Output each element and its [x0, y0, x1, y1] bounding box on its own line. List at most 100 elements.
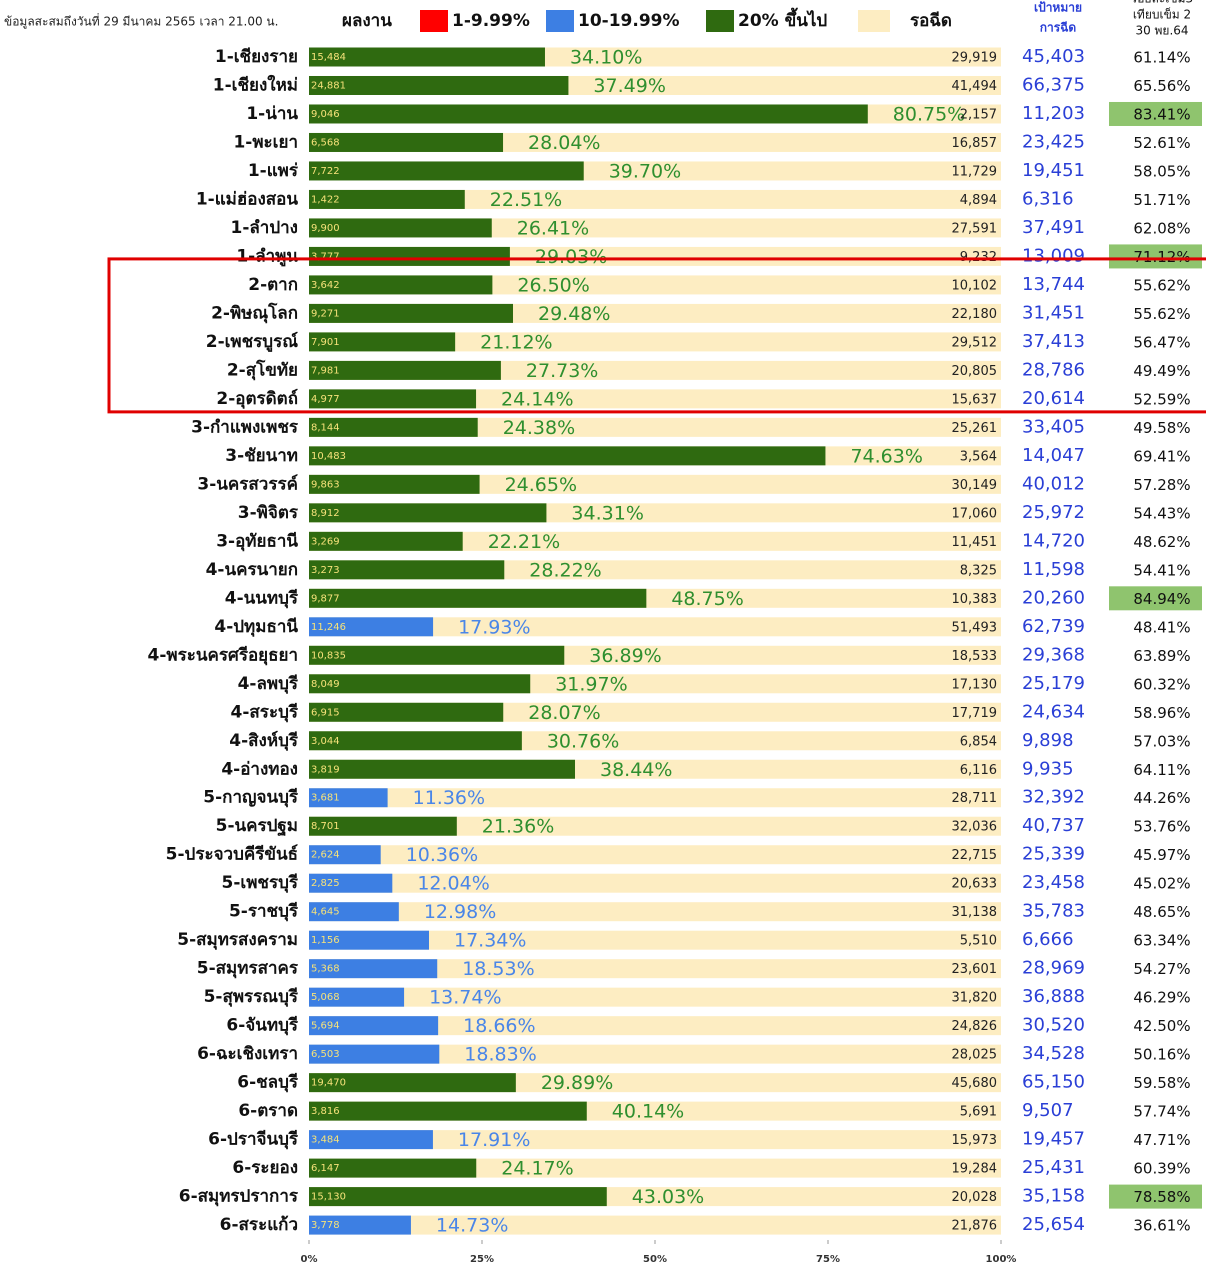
column-header: การฉีด	[1040, 21, 1077, 35]
bar	[309, 1187, 607, 1207]
bar-count: 3,044	[311, 736, 340, 747]
target-value: 33,405	[1022, 416, 1085, 437]
bar	[309, 1158, 477, 1178]
column-header: เป้าหมาย	[1034, 1, 1082, 15]
target-value: 30,520	[1022, 1015, 1085, 1036]
remaining-count: 3,564	[960, 449, 997, 464]
remaining-count: 27,591	[952, 221, 998, 236]
bar-count: 3,681	[311, 793, 340, 804]
coverage-value: 69.41%	[1133, 447, 1190, 465]
target-value: 20,260	[1022, 587, 1085, 608]
bar	[309, 132, 504, 152]
bar	[309, 1101, 587, 1121]
subtitle: ข้อมูลสะสมถึงวันที่ 29 มีนาคม 2565 เวลา …	[4, 13, 278, 30]
value-label: 36.89%	[589, 645, 661, 667]
category-label: 1-เชียงราย	[215, 46, 298, 67]
bar	[309, 759, 576, 779]
remaining-track	[309, 930, 1001, 950]
value-label: 24.38%	[503, 417, 575, 439]
bar	[309, 816, 457, 836]
category-label: 5-นครปฐม	[216, 816, 298, 837]
category-label: 6-ระยอง	[232, 1158, 298, 1178]
category-label: 5-กาญจนบุรี	[203, 787, 299, 808]
target-value: 35,783	[1022, 901, 1085, 922]
bar-count: 2,624	[311, 850, 340, 861]
remaining-count: 31,138	[952, 905, 998, 920]
coverage-value: 83.41%	[1133, 105, 1190, 123]
bar	[309, 161, 584, 181]
value-label: 21.12%	[480, 331, 552, 353]
value-label: 18.53%	[462, 958, 534, 980]
target-value: 31,451	[1022, 302, 1085, 323]
bar-count: 3,642	[311, 280, 340, 291]
column-header: ร้อยละเข็ม3	[1131, 0, 1193, 6]
x-tick-label: 50%	[643, 1254, 667, 1265]
bar	[309, 1130, 433, 1150]
bar	[309, 189, 465, 209]
remaining-count: 22,715	[952, 848, 998, 863]
category-label: 1-พะเยา	[233, 132, 298, 152]
value-label: 18.66%	[463, 1015, 535, 1037]
remaining-count: 17,130	[952, 677, 998, 692]
remaining-count: 16,857	[952, 136, 998, 151]
bar-count: 5,694	[311, 1021, 340, 1032]
value-label: 10.36%	[406, 844, 478, 866]
remaining-count: 28,025	[952, 1048, 998, 1063]
coverage-highlight	[1109, 586, 1202, 611]
category-label: 3-นครสวรรค์	[197, 473, 298, 494]
remaining-track	[309, 417, 1001, 437]
bar-count: 3,484	[311, 1135, 340, 1146]
coverage-value: 50.16%	[1133, 1046, 1190, 1064]
value-label: 27.73%	[526, 360, 598, 382]
bar	[309, 417, 478, 437]
bar-count: 9,046	[311, 109, 340, 120]
target-value: 34,528	[1022, 1043, 1085, 1064]
bar	[309, 845, 381, 865]
coverage-value: 78.58%	[1133, 1188, 1190, 1206]
bar-count: 8,701	[311, 821, 340, 832]
category-label: 5-สมุทรสาคร	[197, 959, 299, 979]
bar	[309, 645, 565, 665]
category-label: 6-ฉะเชิงเทรา	[197, 1044, 298, 1064]
remaining-count: 19,284	[952, 1162, 998, 1177]
value-label: 13.74%	[429, 987, 501, 1009]
category-label: 5-ประจวบคีรีขันธ์	[166, 844, 298, 865]
highlight-box	[107, 257, 1206, 414]
target-value: 25,654	[1022, 1214, 1085, 1235]
target-value: 32,392	[1022, 787, 1085, 808]
coverage-value: 54.27%	[1133, 960, 1190, 978]
target-value: 11,203	[1022, 103, 1085, 124]
coverage-value: 62.08%	[1133, 219, 1190, 237]
bar-count: 6,915	[311, 707, 340, 718]
remaining-count: 6,854	[960, 734, 997, 749]
target-value: 66,375	[1022, 74, 1085, 95]
bar	[309, 47, 545, 67]
target-value: 13,009	[1022, 245, 1085, 266]
remaining-count: 17,060	[952, 506, 998, 521]
remaining-track	[309, 1016, 1001, 1036]
remaining-track	[309, 873, 1001, 893]
remaining-count: 15,637	[952, 392, 998, 407]
bar	[309, 987, 405, 1007]
value-label: 34.10%	[570, 47, 642, 69]
value-label: 26.50%	[517, 274, 589, 296]
value-label: 48.75%	[671, 588, 743, 610]
target-value: 28,969	[1022, 958, 1085, 979]
category-label: 2-สุโขทัย	[227, 359, 298, 380]
category-label: 6-จันทบุรี	[226, 1015, 298, 1036]
bar	[309, 617, 434, 637]
legend-swatch	[546, 10, 574, 32]
category-label: 4-สิงห์บุรี	[229, 730, 299, 751]
coverage-value: 57.74%	[1133, 1103, 1190, 1121]
target-value: 28,786	[1022, 359, 1085, 380]
value-label: 37.49%	[593, 75, 665, 97]
coverage-value: 46.29%	[1133, 989, 1190, 1007]
coverage-value: 63.34%	[1133, 932, 1190, 950]
category-label: 1-แม่ฮ่องสอน	[196, 189, 299, 209]
remaining-count: 5,510	[960, 934, 997, 949]
remaining-track	[309, 845, 1001, 865]
remaining-track	[309, 959, 1001, 979]
value-label: 17.34%	[454, 930, 526, 952]
x-tick-label: 75%	[816, 1254, 840, 1265]
coverage-value: 61.14%	[1133, 49, 1190, 67]
